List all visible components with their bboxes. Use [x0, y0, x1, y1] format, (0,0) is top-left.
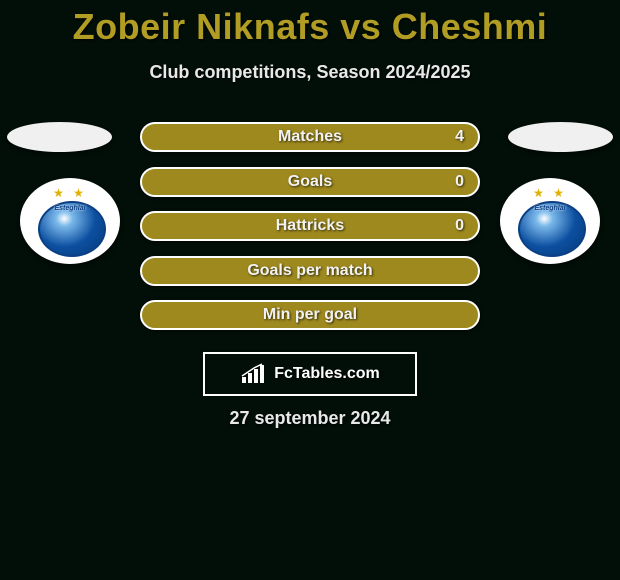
subtitle: Club competitions, Season 2024/2025	[0, 62, 620, 83]
stat-bar-goals-per-match: Goals per match	[140, 256, 480, 286]
stat-bar-goals: Goals 0	[140, 167, 480, 197]
stat-value-right: 4	[455, 124, 464, 150]
stat-label: Hattricks	[142, 213, 478, 239]
stat-bar-min-per-goal: Min per goal	[140, 300, 480, 330]
bar-chart-icon	[240, 363, 268, 385]
club-badge-left: ★ ★ Esteghlal	[20, 178, 120, 264]
page-title: Zobeir Niknafs vs Cheshmi	[0, 0, 620, 48]
badge-disc: ★ ★ Esteghlal	[20, 178, 120, 264]
stat-value-right: 0	[455, 213, 464, 239]
stat-label: Goals per match	[142, 258, 478, 284]
club-badge-right: ★ ★ Esteghlal	[500, 178, 600, 264]
badge-stars-icon: ★ ★	[20, 186, 120, 200]
stat-label: Min per goal	[142, 302, 478, 328]
date-text: 27 september 2024	[0, 408, 620, 429]
stat-bars: Matches 4 Goals 0 Hattricks 0 Goals per …	[140, 122, 480, 345]
comparison-card: Zobeir Niknafs vs Cheshmi Club competiti…	[0, 0, 620, 580]
stat-label: Goals	[142, 169, 478, 195]
badge-disc: ★ ★ Esteghlal	[500, 178, 600, 264]
stat-label: Matches	[142, 124, 478, 150]
stat-value-right: 0	[455, 169, 464, 195]
stat-bar-hattricks: Hattricks 0	[140, 211, 480, 241]
badge-right-name: Esteghlal	[500, 205, 600, 212]
badge-stars-icon: ★ ★	[500, 186, 600, 200]
watermark-text: FcTables.com	[274, 365, 380, 383]
flag-left-placeholder	[7, 122, 112, 152]
flag-right-placeholder	[508, 122, 613, 152]
watermark-box: FcTables.com	[203, 352, 417, 396]
stat-bar-matches: Matches 4	[140, 122, 480, 152]
badge-left-name: Esteghlal	[20, 205, 120, 212]
